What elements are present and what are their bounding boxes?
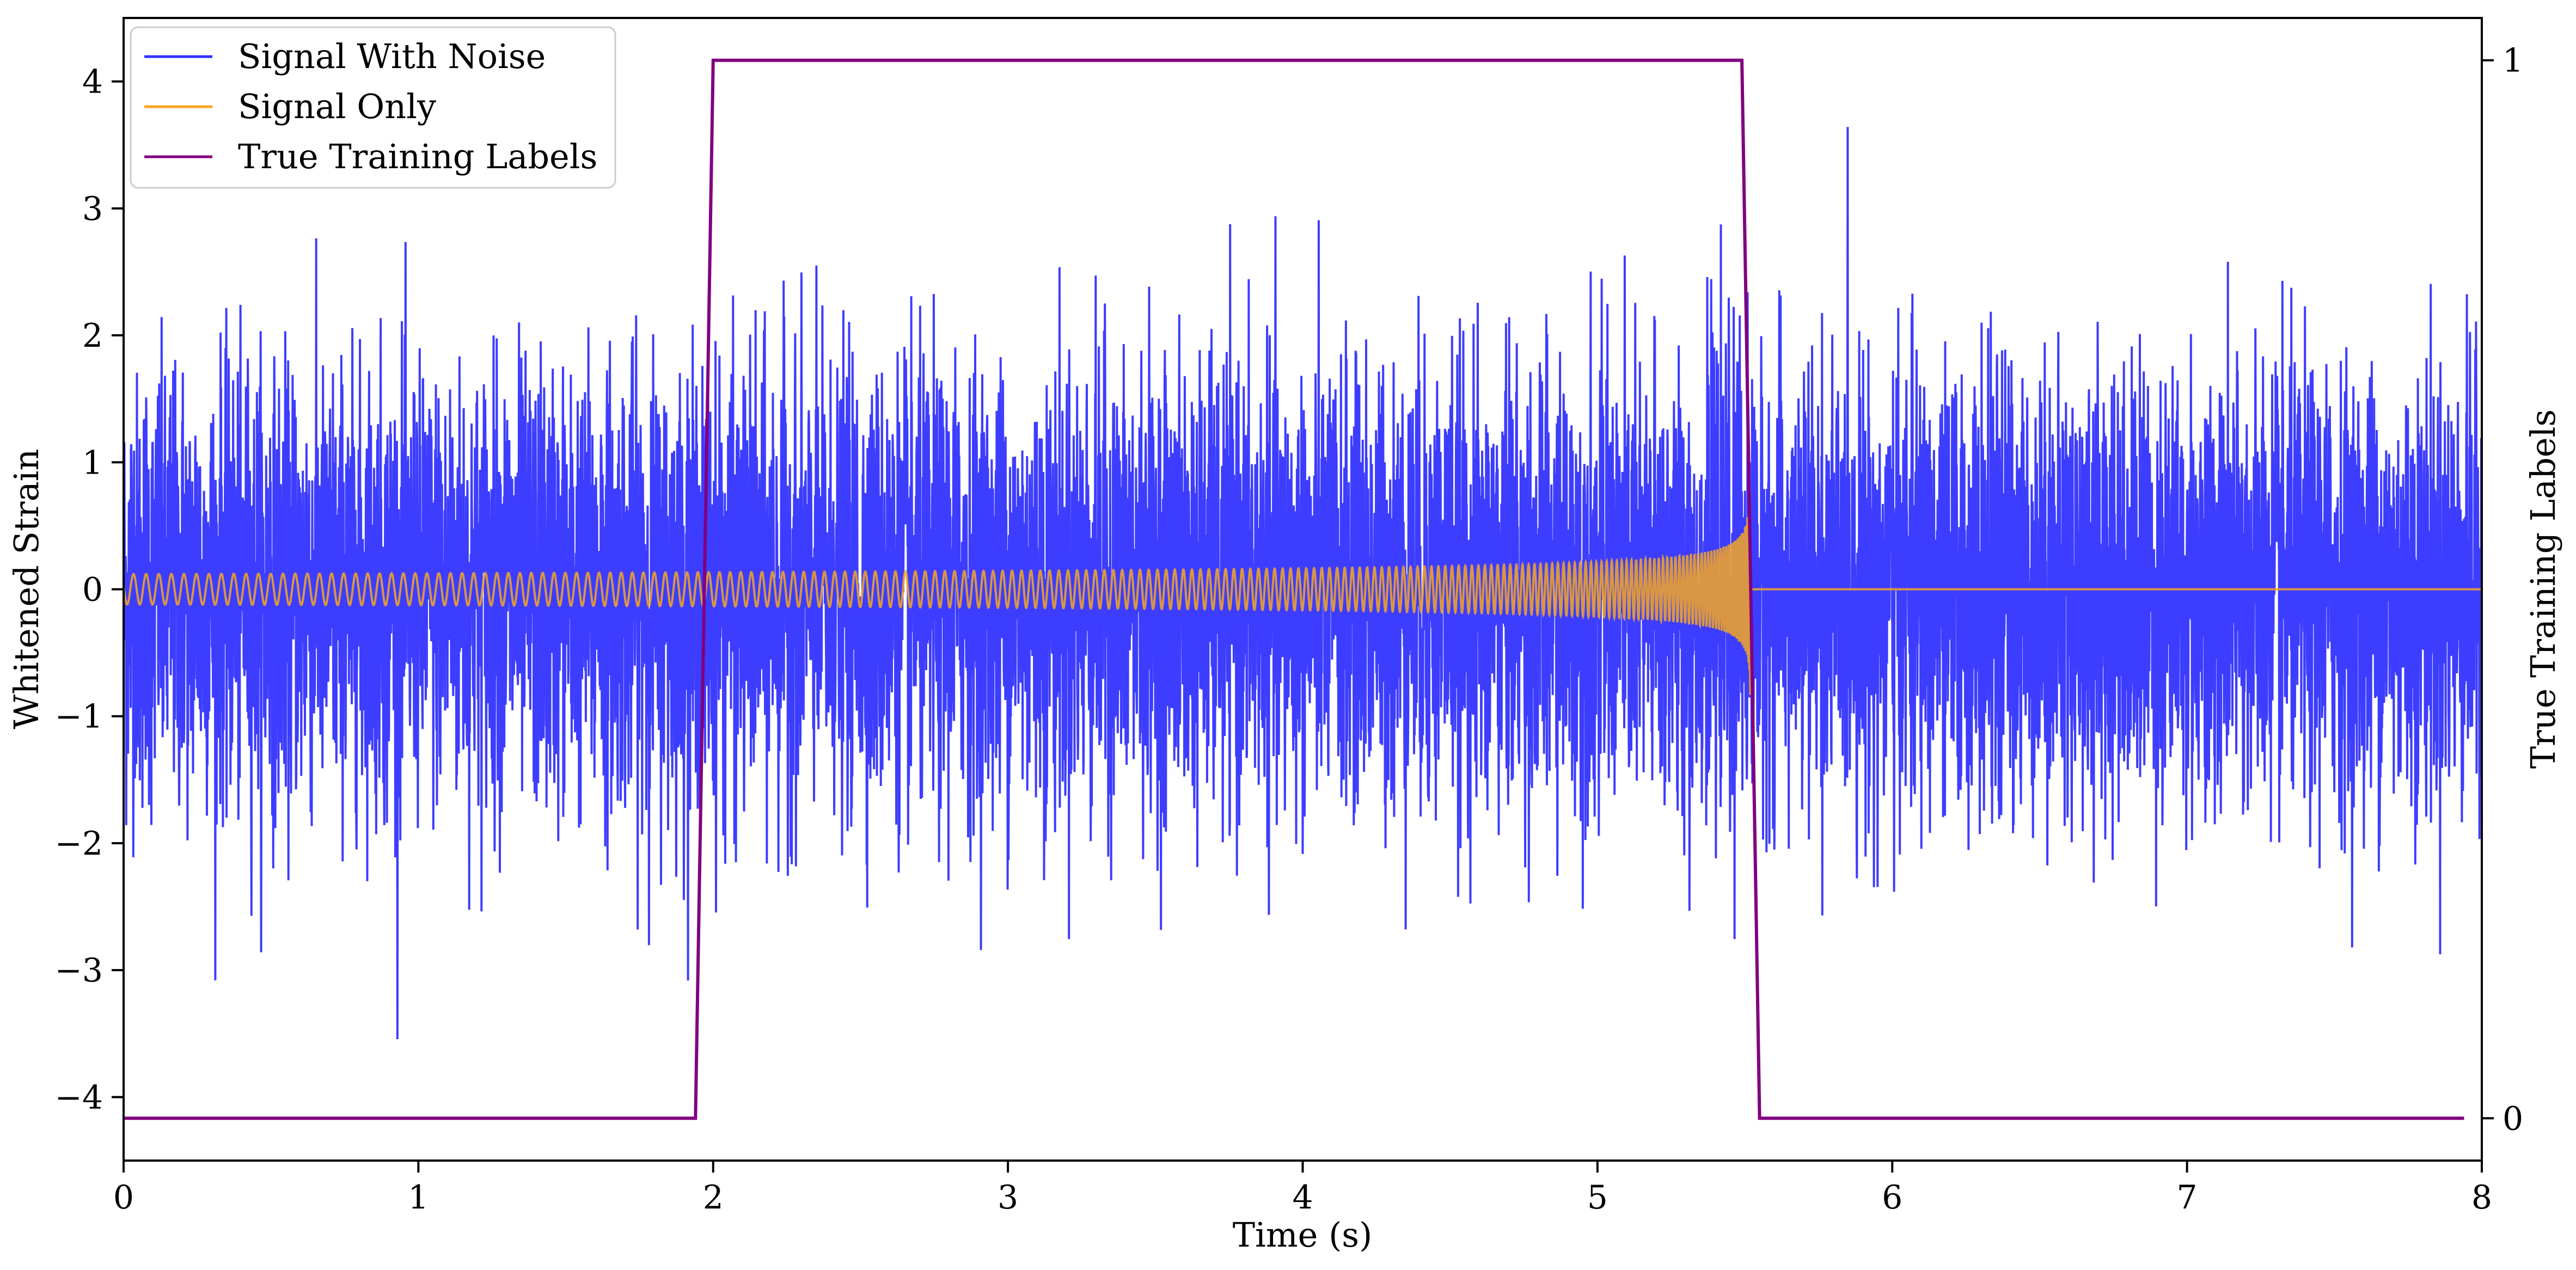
series-signal-with-noise	[123, 127, 2483, 1040]
y-right-tick-label: 1	[2502, 42, 2523, 80]
legend-label-noise: Signal With Noise	[238, 36, 546, 76]
x-tick-label: 1	[408, 1179, 429, 1217]
y-axis-label-right: True Training Labels	[2523, 409, 2563, 769]
noise-line	[123, 127, 2483, 1040]
series-signal-only	[123, 494, 2482, 695]
x-axis: 0 1 2 3 4 5 6 7 8	[113, 1161, 2492, 1217]
y-axis-label-left: Whitened Strain	[7, 449, 46, 729]
y-tick-label: 3	[82, 190, 103, 228]
y-tick-label: −4	[55, 1078, 103, 1116]
y-tick-label: −3	[55, 952, 103, 990]
y-tick-label: −1	[55, 698, 103, 736]
legend: Signal With Noise Signal Only True Train…	[130, 26, 616, 189]
y-tick-label: 4	[82, 63, 103, 101]
signal-line	[123, 494, 2482, 695]
y-tick-label: −2	[55, 825, 103, 863]
y-right-tick-label: 0	[2502, 1100, 2523, 1138]
x-axis-label: Time (s)	[1233, 1215, 1373, 1255]
x-tick-label: 4	[1292, 1179, 1313, 1217]
legend-label-signal: Signal Only	[238, 87, 436, 126]
series-true-training-labels	[124, 58, 2464, 1120]
labels-line	[124, 58, 2464, 1120]
x-tick-label: 5	[1587, 1179, 1608, 1217]
legend-box	[130, 26, 616, 189]
y-tick-label: 2	[82, 317, 103, 355]
y-axis-right: 10	[2482, 42, 2523, 1138]
x-tick-label: 3	[998, 1179, 1018, 1217]
x-tick-label: 0	[113, 1179, 134, 1217]
x-tick-label: 7	[2177, 1179, 2198, 1217]
y-tick-label: 0	[82, 571, 103, 609]
y-axis-left: 4 3 2 1 0 −1 −2 −3 −4	[55, 63, 124, 1116]
x-tick-label: 2	[703, 1179, 724, 1217]
x-tick-label: 8	[2471, 1179, 2492, 1217]
legend-label-labels: True Training Labels	[238, 137, 597, 176]
x-tick-label: 6	[1882, 1179, 1902, 1217]
y-tick-label: 1	[82, 444, 103, 482]
